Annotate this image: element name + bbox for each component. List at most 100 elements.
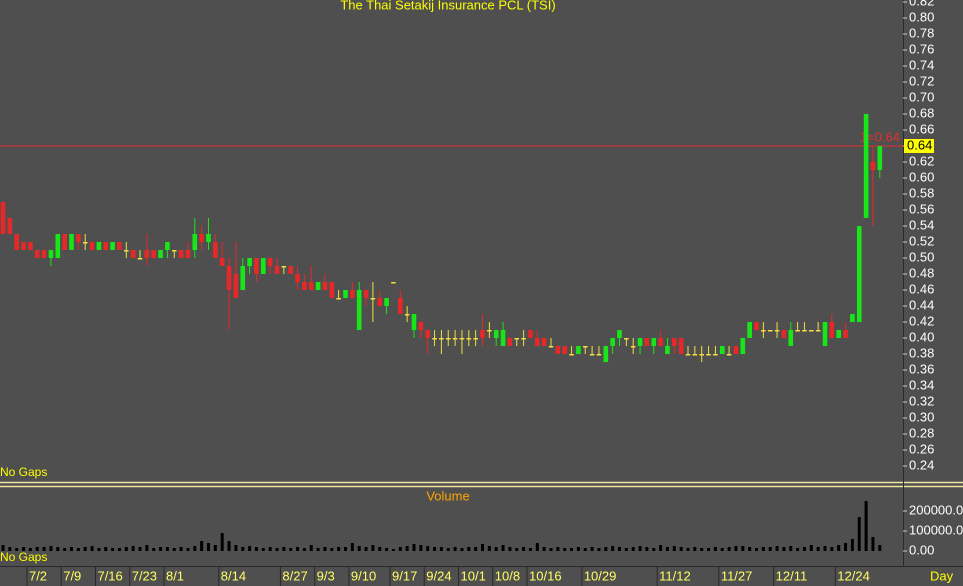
candle-body <box>548 346 554 348</box>
volume-bar <box>761 547 765 551</box>
volume-bar <box>830 547 834 551</box>
candle-body <box>500 330 506 346</box>
volume-bar <box>63 548 67 551</box>
x-tick-label: 7/2 <box>29 568 47 583</box>
volume-bar <box>330 548 334 551</box>
volume-bar <box>289 548 293 551</box>
y-tick-label: 0.60 <box>909 169 934 184</box>
y-tick-label: 0.82 <box>909 0 934 8</box>
y-tick-label: 0.24 <box>909 457 934 472</box>
candle-body <box>343 290 348 298</box>
volume-bar <box>802 547 806 551</box>
candle-body <box>706 354 711 356</box>
candle-body <box>0 202 6 234</box>
volume-bar <box>344 547 347 551</box>
candle-body <box>617 330 622 338</box>
volume-bar <box>809 545 813 551</box>
volume-bar <box>796 548 800 551</box>
volume-bar <box>522 547 526 551</box>
y-tick-label: 0.72 <box>909 73 934 88</box>
candle-body <box>137 258 143 260</box>
candle-body <box>103 242 109 250</box>
price-tag <box>904 139 934 153</box>
price-tag-label: 0.64 <box>907 137 932 152</box>
x-tick-label: 10/1 <box>461 568 486 583</box>
volume-bar <box>275 548 279 551</box>
volume-bar <box>254 547 258 551</box>
volume-bar <box>193 546 197 551</box>
candle-body <box>589 354 595 356</box>
volume-bar <box>159 547 163 551</box>
y-tick-label: 0.46 <box>909 281 934 296</box>
candle-body <box>603 346 609 362</box>
volume-bar <box>460 548 464 551</box>
candle-body <box>62 234 67 250</box>
volume-bar <box>481 544 484 551</box>
candle-body <box>356 290 362 330</box>
candle-body <box>165 242 170 250</box>
candle-body <box>445 338 451 340</box>
candle-body <box>404 314 410 316</box>
candle-body <box>398 298 403 314</box>
volume-bar <box>686 548 690 551</box>
candle-body <box>295 274 300 282</box>
candle-body <box>7 218 13 234</box>
volume-bar <box>535 543 539 551</box>
volume-bar <box>323 547 327 551</box>
y-tick-label: 0.36 <box>909 361 934 376</box>
candle-body <box>630 346 636 348</box>
volume-bar <box>823 546 827 551</box>
x-tick-label: 8/27 <box>282 568 307 583</box>
volume-bar <box>28 548 32 551</box>
candle-body <box>28 242 33 250</box>
volume-bar <box>713 547 717 551</box>
volume-bar <box>1 545 5 551</box>
candle-body <box>261 258 266 274</box>
candle-body <box>535 338 540 346</box>
candle-body <box>487 330 492 332</box>
candle-body <box>96 242 102 250</box>
volume-bar <box>412 544 416 551</box>
candle-body <box>329 282 335 298</box>
candle-body <box>288 266 293 274</box>
candle-body <box>815 330 821 332</box>
candle-body <box>685 354 691 356</box>
volume-bar <box>720 548 724 551</box>
volume-bar <box>631 547 635 551</box>
candle-body <box>302 282 307 290</box>
volume-bar <box>665 547 669 551</box>
candle-body <box>281 266 287 268</box>
candle-body <box>418 322 424 330</box>
y-tick-label: 0.30 <box>909 409 934 424</box>
volume-bar <box>49 546 53 551</box>
candle-body <box>733 346 739 354</box>
volume-bar <box>186 548 190 551</box>
volume-bar <box>508 547 512 551</box>
volume-bar <box>385 548 389 551</box>
volume-bar <box>638 546 642 551</box>
volume-bar <box>837 545 841 551</box>
candle-body <box>658 338 663 346</box>
candle-body <box>678 338 684 354</box>
x-tick-label: 11/12 <box>659 568 691 583</box>
volume-bar <box>165 547 169 551</box>
volume-bar <box>556 547 560 551</box>
candle-body <box>692 354 698 356</box>
candle-body <box>877 146 883 170</box>
volume-bar <box>111 548 115 551</box>
volume-bar <box>234 545 238 551</box>
candle-body <box>206 234 211 242</box>
candle-body <box>829 322 835 338</box>
candle-body <box>528 330 533 338</box>
volume-bar <box>864 501 868 551</box>
y-tick-label: 100000.0 <box>909 522 963 537</box>
volume-bar <box>549 548 553 551</box>
volume-bar <box>172 548 176 551</box>
volume-bar <box>302 548 306 551</box>
candle-body <box>171 250 177 252</box>
x-unit-label: Day <box>930 568 954 583</box>
candle-body <box>34 250 40 258</box>
volume-bar <box>97 548 101 551</box>
